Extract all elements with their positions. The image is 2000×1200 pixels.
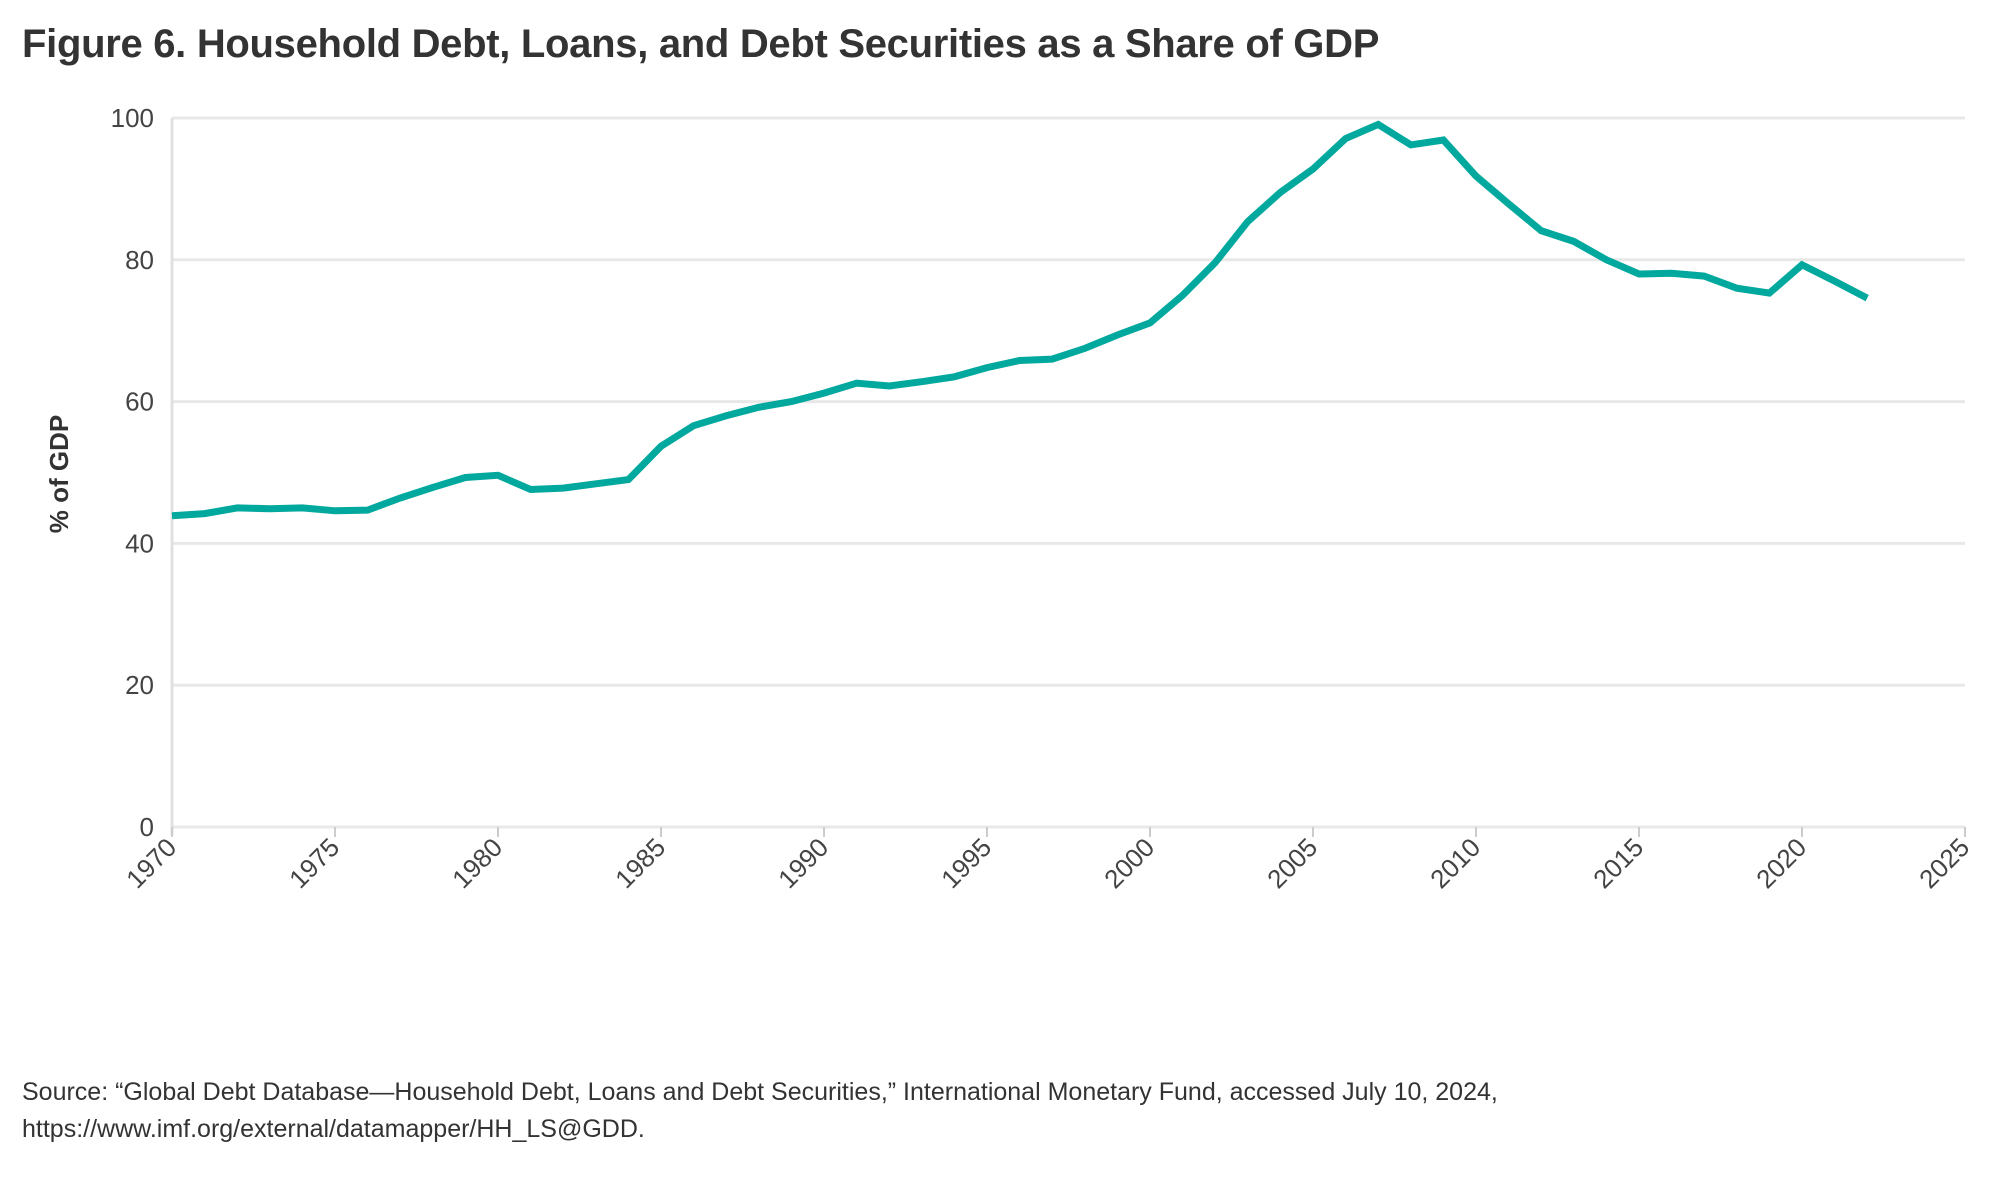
x-tick-label: 2010 <box>1424 832 1486 894</box>
series-line <box>171 120 1869 520</box>
x-tick-label: 2020 <box>1750 832 1812 894</box>
x-tick-label: 1980 <box>446 832 508 894</box>
x-tick-label: 1975 <box>283 832 345 894</box>
x-tick-label: 2000 <box>1098 832 1160 894</box>
x-tick-label: 2005 <box>1261 832 1323 894</box>
x-tick-label: 2025 <box>1913 832 1975 894</box>
source-note: Source: “Global Debt Database—Household … <box>22 1078 1498 1106</box>
y-tick-label: 40 <box>125 528 154 558</box>
x-tick-label: 2015 <box>1587 832 1649 894</box>
y-tick-label: 20 <box>125 670 154 700</box>
y-tick-label: 0 <box>140 812 154 842</box>
y-tick-label: 60 <box>125 387 154 417</box>
chart-title: Figure 6. Household Debt, Loans, and Deb… <box>22 22 1380 66</box>
y-tick-label: 80 <box>125 245 154 275</box>
y-axis-title: % of GDP <box>44 415 74 533</box>
line-chart: 0 20 40 60 80 100 1970 1975 1980 1985 1990 1995 2000… <box>44 103 1975 894</box>
x-tick-label: 1990 <box>772 832 834 894</box>
x-tick-label: 1970 <box>120 832 182 894</box>
source-url: https://www.imf.org/external/datamapper/… <box>22 1115 645 1143</box>
x-tick-label: 1985 <box>609 832 671 894</box>
x-tick-label: 1995 <box>935 832 997 894</box>
y-tick-label: 100 <box>111 103 154 133</box>
